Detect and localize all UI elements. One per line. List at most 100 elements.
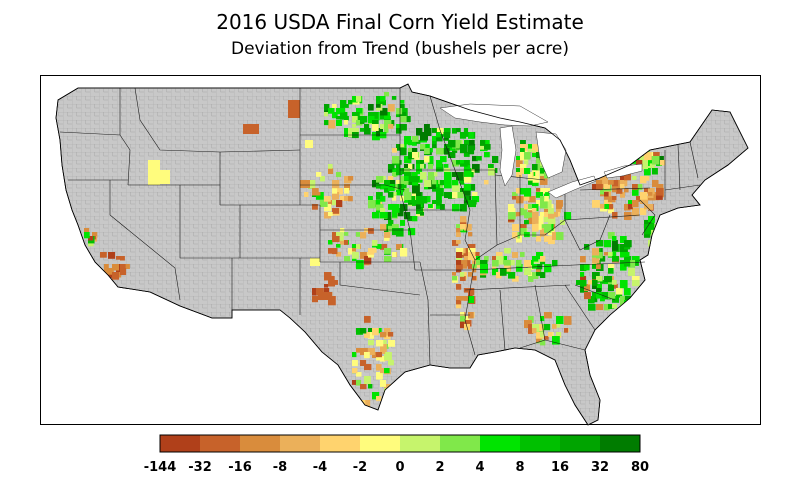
county-patch bbox=[604, 240, 612, 248]
county-patch bbox=[624, 252, 630, 257]
county-patch bbox=[464, 140, 470, 145]
county-patch bbox=[532, 152, 538, 158]
county-patch bbox=[468, 144, 476, 151]
county-patch bbox=[404, 180, 409, 185]
county-patch bbox=[576, 280, 582, 286]
county-patch bbox=[392, 204, 400, 213]
county-patch bbox=[584, 264, 590, 271]
county-patch bbox=[600, 180, 608, 189]
state-border bbox=[464, 284, 571, 291]
county-patch bbox=[644, 228, 652, 235]
county-patch bbox=[368, 252, 374, 258]
county-patch bbox=[636, 196, 643, 202]
county-patch bbox=[488, 168, 495, 176]
county-patch bbox=[604, 276, 612, 283]
county-patch bbox=[524, 160, 529, 166]
county-patch bbox=[328, 212, 333, 216]
county-patch bbox=[380, 208, 385, 214]
county-patch bbox=[452, 180, 459, 186]
county-patch bbox=[368, 340, 374, 346]
county-patch bbox=[372, 240, 378, 246]
county-patch bbox=[444, 148, 450, 155]
county-patch bbox=[612, 196, 617, 200]
county-patch bbox=[492, 156, 499, 163]
county-patch bbox=[528, 172, 533, 177]
county-patch bbox=[344, 188, 350, 194]
state-border bbox=[579, 187, 651, 191]
county-patch bbox=[412, 176, 420, 183]
county-patch bbox=[336, 188, 343, 195]
county-patch bbox=[464, 132, 469, 137]
county-patch bbox=[536, 252, 544, 260]
county-patch bbox=[524, 212, 530, 219]
county-patch bbox=[416, 204, 421, 209]
county-patch bbox=[376, 396, 382, 402]
county-patch bbox=[468, 264, 473, 269]
county-patch bbox=[640, 196, 648, 204]
county-patch bbox=[516, 212, 521, 217]
county-patch bbox=[516, 168, 523, 175]
county-patch bbox=[332, 248, 338, 255]
county-patch bbox=[644, 176, 650, 181]
county-patch bbox=[464, 168, 472, 177]
county-patch bbox=[536, 324, 543, 332]
county-patch bbox=[640, 192, 648, 200]
county-patch bbox=[592, 248, 600, 256]
county-patch bbox=[604, 184, 610, 189]
county-patch bbox=[520, 152, 528, 161]
county-patch bbox=[476, 264, 481, 268]
county-patch bbox=[544, 336, 549, 340]
map-title: 2016 USDA Final Corn Yield Estimate bbox=[216, 10, 584, 34]
county-patch bbox=[84, 228, 90, 234]
state-borders bbox=[59, 87, 701, 366]
county-patch bbox=[532, 224, 539, 232]
county-patch bbox=[456, 304, 462, 309]
county-patch bbox=[436, 136, 443, 142]
county-patch bbox=[520, 252, 525, 258]
county-patch bbox=[464, 320, 472, 327]
county-patch bbox=[312, 204, 318, 210]
county-patch bbox=[532, 144, 540, 151]
county-patch bbox=[636, 160, 643, 167]
county-patch bbox=[520, 148, 525, 154]
county-patch bbox=[556, 212, 561, 217]
county-patch bbox=[468, 140, 475, 146]
county-patch bbox=[336, 108, 343, 115]
county-patch bbox=[456, 232, 461, 237]
county-patch bbox=[380, 196, 386, 202]
county-patch bbox=[528, 316, 534, 323]
county-patch bbox=[624, 188, 629, 193]
colorbar bbox=[159, 434, 641, 453]
county-patch bbox=[400, 112, 406, 119]
county-patch bbox=[588, 280, 593, 285]
county-patch bbox=[484, 140, 490, 146]
colorbar-bin bbox=[240, 435, 281, 452]
county-patch bbox=[616, 288, 623, 295]
county-patch bbox=[528, 328, 534, 334]
county-patch bbox=[380, 212, 388, 219]
county-patch bbox=[336, 252, 342, 257]
county-patch bbox=[620, 184, 625, 189]
county-patch bbox=[352, 96, 358, 103]
county-patch bbox=[384, 112, 391, 120]
county-patch bbox=[388, 184, 395, 192]
county-patch bbox=[348, 196, 353, 202]
county-patch bbox=[424, 124, 430, 131]
county-patch bbox=[532, 216, 539, 224]
county-patch bbox=[376, 204, 384, 211]
county-patch bbox=[420, 164, 425, 169]
county-patch bbox=[528, 216, 536, 224]
state-border bbox=[574, 284, 616, 301]
county-patch bbox=[436, 200, 440, 204]
county-patch bbox=[532, 164, 538, 171]
colorbar-bin bbox=[360, 435, 401, 452]
colorbar-tick-label: 0 bbox=[395, 460, 404, 475]
county-patch bbox=[384, 120, 392, 128]
county-patch bbox=[360, 252, 367, 259]
county-patch bbox=[380, 348, 386, 354]
county-patch bbox=[592, 292, 598, 298]
county-patch bbox=[520, 164, 527, 172]
county-patch bbox=[584, 292, 591, 300]
county-patch bbox=[384, 248, 391, 254]
